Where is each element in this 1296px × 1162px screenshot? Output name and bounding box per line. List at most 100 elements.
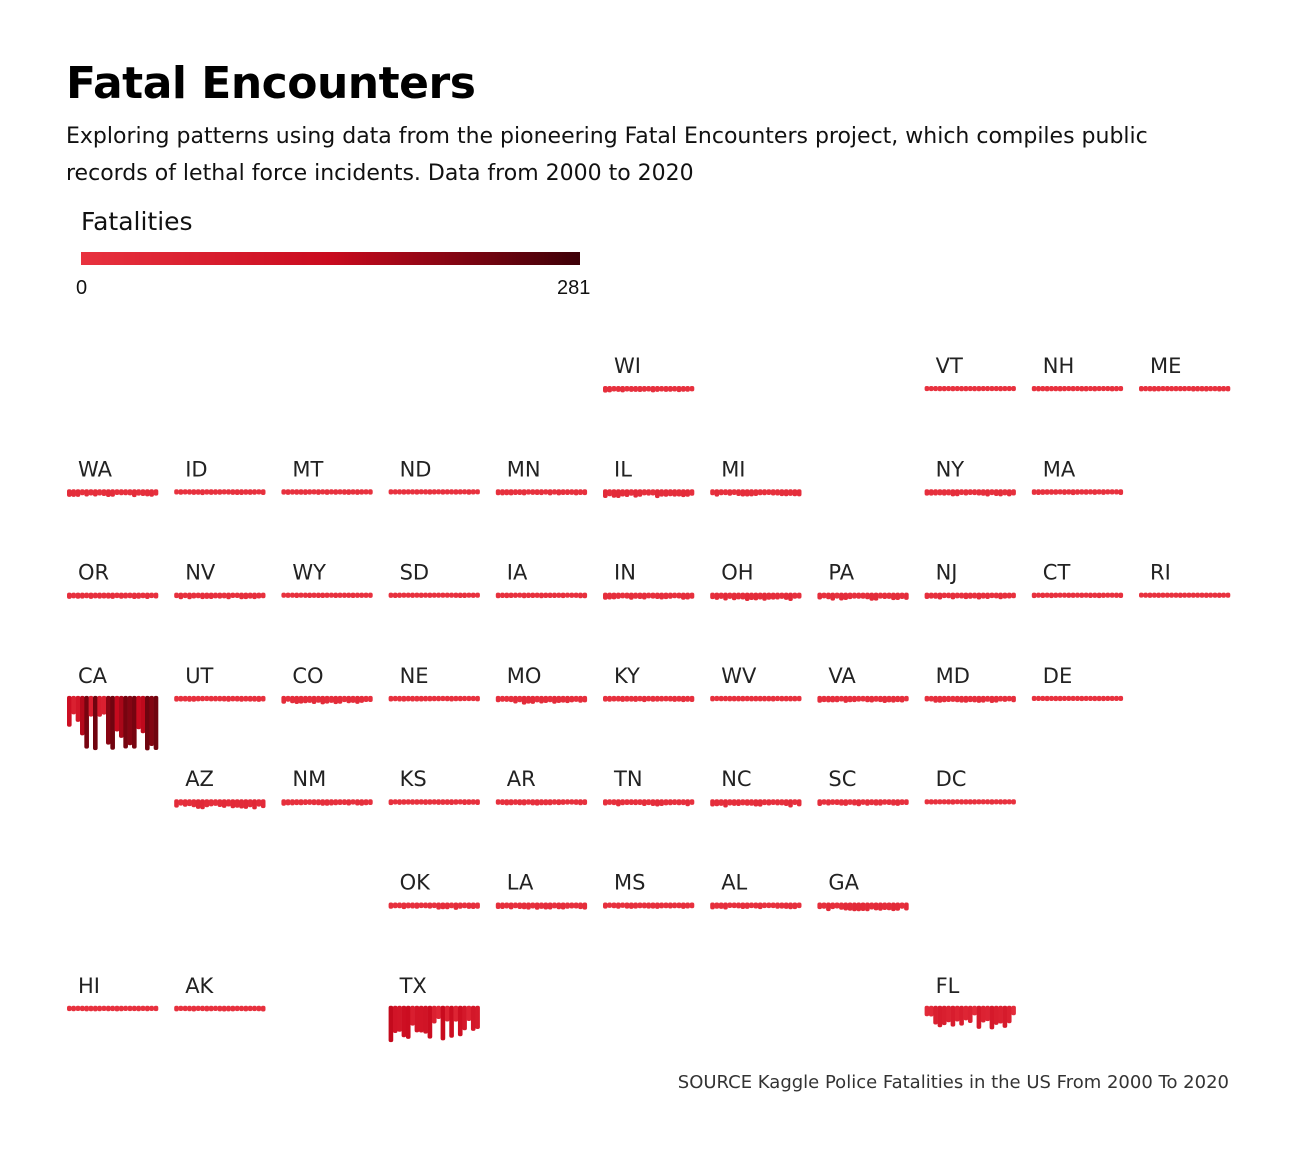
fatality-bar	[985, 592, 990, 600]
fatality-bar	[852, 902, 857, 912]
fatality-bar	[937, 386, 943, 392]
fatality-bar	[149, 695, 154, 746]
fatality-bar	[740, 695, 746, 702]
fatality-bar	[904, 592, 909, 600]
fatality-bar	[663, 489, 669, 497]
fatality-bar	[629, 695, 634, 702]
fatality-bar	[556, 695, 562, 703]
fatality-bar	[963, 386, 969, 392]
fatality-bar	[556, 592, 562, 598]
fatality-bar	[1036, 489, 1041, 496]
fatality-bar	[792, 489, 798, 497]
fatality-bar	[303, 799, 308, 805]
fatality-bar	[993, 695, 999, 703]
fatality-bar	[298, 695, 304, 704]
fatality-bar	[174, 1005, 179, 1012]
fatality-bar	[775, 799, 780, 806]
fatality-bar	[1011, 386, 1016, 392]
fatality-bar	[624, 902, 630, 909]
fatality-bar	[856, 902, 862, 912]
state-label: TX	[399, 974, 427, 998]
fatality-bar	[388, 592, 394, 598]
fatality-bar	[865, 799, 870, 806]
fatality-bar	[985, 386, 990, 392]
fatality-bar	[941, 1005, 947, 1026]
fatality-bar	[783, 489, 789, 497]
fatality-bar	[67, 695, 72, 727]
fatality-bar	[552, 592, 557, 599]
fatality-bar	[500, 902, 505, 910]
state-ok: OK	[388, 871, 480, 910]
state-label: OH	[721, 561, 753, 585]
fatality-bar	[779, 592, 785, 599]
fatality-bar	[998, 799, 1003, 805]
fatality-bar	[1040, 489, 1046, 495]
fatality-bar	[792, 592, 798, 599]
fatality-bar	[933, 1005, 938, 1025]
fatality-bar	[967, 1005, 973, 1024]
fatality-bar	[650, 799, 656, 807]
fatality-bar	[941, 695, 947, 703]
fatality-bar	[1053, 489, 1059, 495]
fatality-bar	[603, 489, 608, 498]
state-label: KY	[614, 664, 640, 688]
fatality-bar	[543, 799, 549, 806]
fatality-bar	[320, 489, 326, 495]
fatality-bar	[611, 386, 617, 392]
fatality-bar	[603, 592, 608, 600]
fatality-bar	[723, 799, 728, 808]
fatality-bar	[723, 902, 728, 910]
state-mt: MT	[281, 457, 373, 495]
fatality-bar	[655, 799, 660, 807]
fatality-bar	[114, 695, 120, 732]
fatality-bar	[127, 592, 133, 599]
fatality-bar	[355, 489, 360, 495]
fatality-bar	[217, 592, 223, 599]
fatality-bar	[668, 902, 673, 909]
fatality-bar	[582, 799, 588, 805]
fatality-bar	[843, 902, 849, 911]
fatality-bar	[616, 592, 621, 599]
fatality-bar	[132, 489, 137, 498]
fatality-bar	[642, 386, 647, 392]
fatality-bar	[757, 799, 763, 807]
fatality-bar	[1083, 592, 1089, 598]
fatality-bar	[668, 592, 673, 599]
state-label: MA	[1043, 457, 1076, 481]
fatality-bar	[303, 695, 308, 704]
fatality-bar	[578, 592, 583, 599]
fatality-bar	[856, 695, 862, 702]
source-note: SOURCE Kaggle Police Fatalities in the U…	[677, 1072, 1229, 1093]
fatality-bar	[462, 799, 467, 805]
fatality-bar	[543, 902, 549, 910]
fatality-bar	[646, 799, 651, 806]
fatality-bar	[307, 695, 313, 703]
fatality-bar	[998, 695, 1003, 702]
fatality-bar	[123, 592, 128, 599]
fatality-bar	[1079, 489, 1085, 495]
fatality-bar	[93, 592, 98, 599]
fatality-bar	[620, 592, 625, 599]
state-label: DC	[936, 767, 967, 791]
state-label: AZ	[185, 767, 214, 791]
fatality-bar	[123, 695, 128, 749]
fatality-bar	[136, 1005, 141, 1012]
fatality-bar	[937, 695, 943, 703]
fatality-bar	[256, 695, 262, 702]
fatality-bar	[1225, 386, 1231, 392]
fatality-bar	[187, 489, 192, 495]
fatality-bar	[256, 489, 262, 495]
fatality-bar	[320, 695, 326, 705]
fatality-bar	[1083, 489, 1089, 495]
state-ma: MA	[1031, 457, 1124, 496]
fatality-bar	[681, 695, 686, 703]
fatality-bar	[427, 695, 433, 702]
fatality-bar	[298, 489, 304, 495]
fatality-bar	[607, 386, 612, 393]
state-nc: NC	[710, 767, 802, 808]
fatality-bar	[891, 799, 896, 806]
fatality-bar	[534, 592, 540, 598]
fatality-bar	[560, 695, 566, 703]
fatality-bar	[195, 489, 201, 495]
state-ut: UT	[174, 664, 266, 702]
